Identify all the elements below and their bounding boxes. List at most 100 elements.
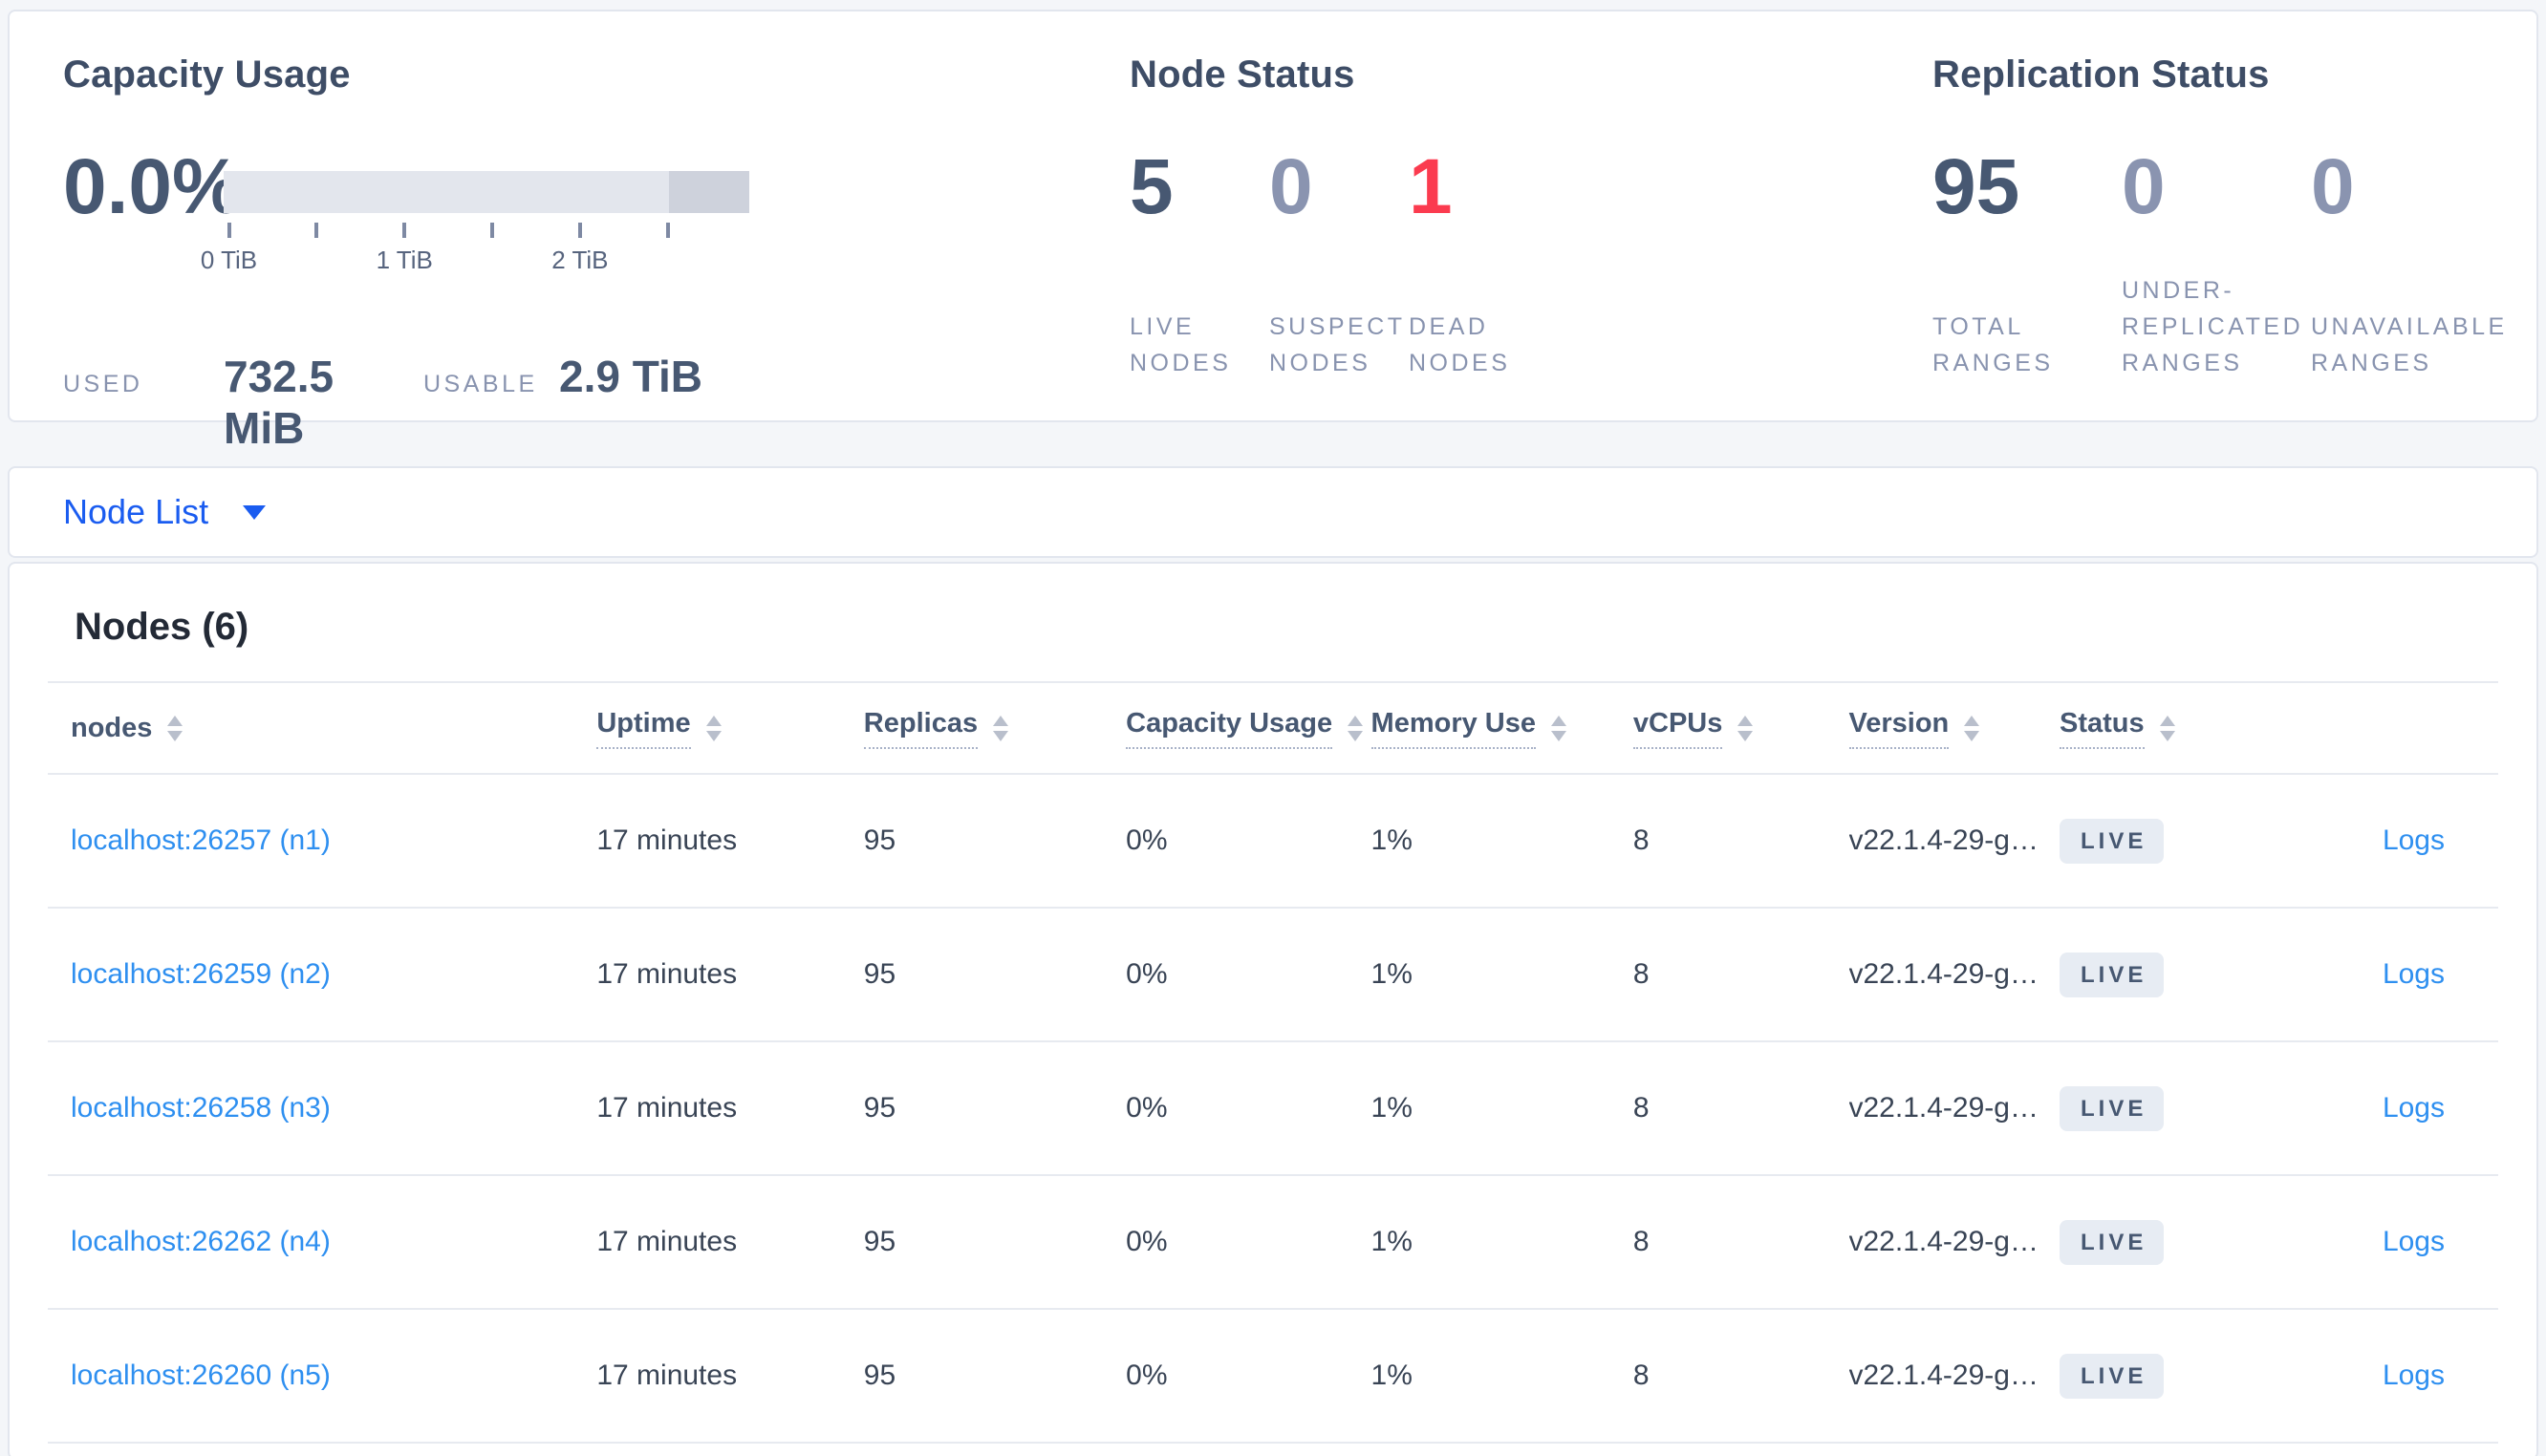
capacity-usage-cell: 0% <box>1126 1309 1371 1444</box>
view-selector-bar: Node List <box>8 466 2538 558</box>
stat-value: 5 <box>1130 143 1174 230</box>
logs-link[interactable]: Logs <box>2382 1360 2445 1391</box>
replicas-cell: 95 <box>863 908 1127 1042</box>
replicas-cell: 95 <box>863 774 1127 909</box>
capacity-axis-label: 0 TiB <box>200 246 258 274</box>
capacity-usage-cell: 0% <box>1126 1041 1371 1176</box>
sort-icon <box>993 715 1009 741</box>
uptime-cell: 17 minutes <box>596 908 864 1042</box>
sort-icon <box>167 715 183 741</box>
node-link[interactable]: localhost:26259 (n2) <box>71 958 331 990</box>
column-header[interactable]: Version <box>1848 682 2060 775</box>
column-header <box>2290 682 2498 775</box>
memory-use-cell: 1% <box>1370 1309 1633 1444</box>
sort-icon <box>705 715 722 741</box>
version-cell: v22.1.4-29-g… <box>1848 1309 2060 1444</box>
capacity-bar-track <box>224 171 749 213</box>
memory-use-cell: 1% <box>1370 908 1633 1042</box>
stat-value: 1 <box>1409 143 1453 230</box>
node-link[interactable]: localhost:26257 (n1) <box>71 824 331 856</box>
usable-value: 2.9 TiB <box>559 352 702 401</box>
uptime-cell: 17 minutes <box>596 1041 864 1176</box>
node-link[interactable]: localhost:26262 (n4) <box>71 1226 331 1257</box>
uptime-cell: 17 minutes <box>596 1309 864 1444</box>
summary-stat: 1 DEAD NODES <box>1409 142 1548 381</box>
version-cell: v22.1.4-29-g… <box>1848 908 2060 1042</box>
capacity-usage-cell: 0% <box>1126 1175 1371 1310</box>
logs-link[interactable]: Logs <box>2382 824 2445 856</box>
column-header[interactable]: Status <box>2060 682 2291 775</box>
summary-stat: 0 UNDER-REPLICATED RANGES <box>2122 142 2311 381</box>
column-header-label: Version <box>1848 708 1950 749</box>
summary-stat: 0 SUSPECT NODES <box>1269 142 1409 381</box>
logs-link[interactable]: Logs <box>2382 1092 2445 1124</box>
uptime-cell: 17 minutes <box>596 774 864 909</box>
stat-label: DEAD NODES <box>1409 313 1511 376</box>
table-row: localhost:26260 (n5) 17 minutes 95 0% 1%… <box>48 1309 2498 1444</box>
usable-label: USABLE <box>423 371 538 397</box>
nodes-card: Nodes (6) nodes Uptime Replicas Capacity… <box>8 562 2538 1456</box>
nodes-section-title: Nodes (6) <box>75 606 249 648</box>
used-value: 732.5 MiB <box>224 352 334 453</box>
sort-icon <box>1964 715 1980 741</box>
nodes-table: nodes Uptime Replicas Capacity Usage Mem… <box>48 681 2498 1444</box>
vcpus-cell: 8 <box>1632 774 1849 909</box>
stat-label: SUSPECT NODES <box>1269 313 1406 376</box>
column-header[interactable]: Memory Use <box>1370 682 1633 775</box>
capacity-axis-tick <box>577 223 582 238</box>
summary-stat: 5 LIVE NODES <box>1130 142 1269 381</box>
stat-value: 0 <box>2122 143 2166 230</box>
capacity-axis-tick <box>665 223 670 238</box>
column-header-label: Replicas <box>863 708 979 749</box>
column-header-label: vCPUs <box>1632 708 1723 749</box>
uptime-cell: 17 minutes <box>596 1175 864 1310</box>
capacity-axis-label: 2 TiB <box>551 246 609 274</box>
status-badge: LIVE <box>2060 952 2165 997</box>
column-header-label: Status <box>2060 708 2145 749</box>
stat-value: 95 <box>1932 143 2020 230</box>
status-badge: LIVE <box>2060 1353 2165 1399</box>
capacity-usage-cell: 0% <box>1126 774 1371 909</box>
stat-label: UNAVAILABLE RANGES <box>2311 313 2508 376</box>
logs-link[interactable]: Logs <box>2382 1226 2445 1257</box>
memory-use-cell: 1% <box>1370 1175 1633 1310</box>
stat-label: LIVE NODES <box>1130 313 1232 376</box>
column-header[interactable]: nodes <box>48 682 597 775</box>
column-header[interactable]: Uptime <box>596 682 864 775</box>
summary-stat: 0 UNAVAILABLE RANGES <box>2311 142 2508 381</box>
column-header[interactable]: Replicas <box>863 682 1127 775</box>
summary-stat: 95 TOTAL RANGES <box>1932 142 2122 381</box>
capacity-usage-cell: 0% <box>1126 908 1371 1042</box>
node-link[interactable]: localhost:26258 (n3) <box>71 1092 331 1124</box>
used-label: USED <box>63 371 143 397</box>
node-status-title: Node Status <box>1130 54 1355 96</box>
stat-value: 0 <box>2311 143 2355 230</box>
stat-value: 0 <box>1269 143 1313 230</box>
replication-status-title: Replication Status <box>1932 54 2270 96</box>
status-badge: LIVE <box>2060 818 2165 864</box>
table-header-row: nodes Uptime Replicas Capacity Usage Mem… <box>48 682 2498 775</box>
memory-use-cell: 1% <box>1370 774 1633 909</box>
logs-link[interactable]: Logs <box>2382 958 2445 990</box>
column-header[interactable]: vCPUs <box>1632 682 1849 775</box>
version-cell: v22.1.4-29-g… <box>1848 1041 2060 1176</box>
view-selector-label: Node List <box>63 492 209 531</box>
capacity-axis-label: 1 TiB <box>376 246 433 274</box>
column-header[interactable]: Capacity Usage <box>1126 682 1371 775</box>
status-badge: LIVE <box>2060 1219 2165 1265</box>
replication-status-panel: Replication Status 95 TOTAL RANGES 0 UND… <box>1932 11 2544 381</box>
view-selector-dropdown[interactable]: Node List <box>63 492 267 532</box>
sort-icon <box>1737 715 1754 741</box>
column-header-label: Memory Use <box>1370 708 1536 749</box>
capacity-bar-usable-segment <box>224 171 669 213</box>
capacity-axis-tick <box>402 223 407 238</box>
version-cell: v22.1.4-29-g… <box>1848 1175 2060 1310</box>
node-link[interactable]: localhost:26260 (n5) <box>71 1360 331 1391</box>
vcpus-cell: 8 <box>1632 1041 1849 1176</box>
replicas-cell: 95 <box>863 1175 1127 1310</box>
capacity-axis-tick <box>313 223 318 238</box>
cluster-summary-card: Capacity Usage 0.0% 0 TiB 1 TiB 2 TiB USED… <box>8 10 2538 453</box>
status-badge: LIVE <box>2060 1085 2165 1131</box>
column-header-label: Uptime <box>596 708 691 749</box>
